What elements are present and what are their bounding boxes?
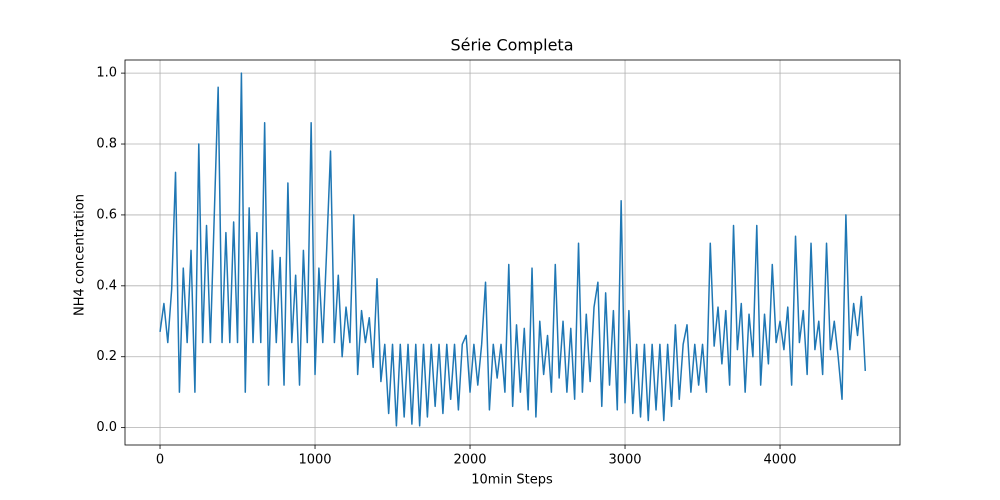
y-axis-label: NH4 concentration [73,194,88,316]
x-axis-label: 10min Steps [471,473,553,488]
plot-frame [124,59,901,446]
y-tick-label: 1.0 [96,66,117,81]
x-tick-label: 3000 [608,453,641,468]
y-tick-label: 0.4 [96,278,117,293]
x-tick-label: 0 [156,453,164,468]
chart-title: Série Completa [450,36,573,55]
y-tick-label: 0.6 [96,207,117,222]
x-tick-label: 4000 [763,453,796,468]
x-tick-label: 1000 [298,453,331,468]
y-tick-label: 0.0 [96,420,117,435]
x-tick-label: 2000 [453,453,486,468]
data-line [159,72,867,427]
y-tick-label: 0.2 [96,349,117,364]
y-tick-label: 0.8 [96,137,117,152]
